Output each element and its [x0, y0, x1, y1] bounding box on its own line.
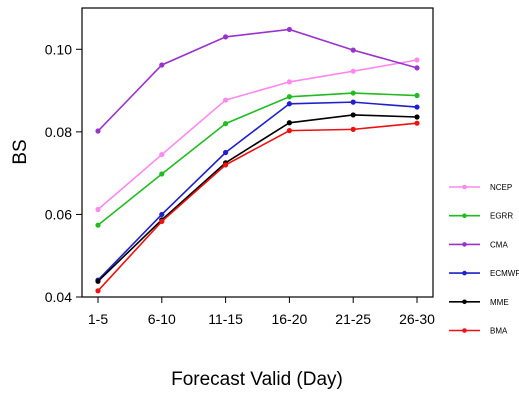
y-axis: 0.04 0.06 0.08 0.10	[45, 41, 82, 305]
series-line-bma	[97, 122, 418, 292]
data-point-cma	[286, 26, 292, 33]
series-line-egrr	[97, 92, 418, 226]
data-point-bma	[286, 128, 292, 134]
data-point-ecmwf	[286, 101, 292, 107]
legend-marker	[462, 242, 467, 247]
data-point-bma	[95, 288, 101, 294]
data-point-bma	[350, 126, 356, 132]
data-point-ecmwf	[350, 99, 356, 105]
x-tick-label: 1-5	[88, 311, 108, 327]
data-point-bma	[223, 162, 229, 168]
series-ncep	[95, 57, 420, 213]
data-point-ncep	[223, 97, 229, 103]
data-point-egrr	[350, 90, 356, 96]
legend-marker	[462, 270, 467, 276]
x-tick-label: 11-15	[208, 311, 243, 327]
series-line-cma	[97, 28, 418, 132]
data-point-egrr	[414, 92, 420, 99]
series-bma	[95, 120, 420, 294]
data-point-ncep	[95, 206, 101, 213]
data-point-ncep	[350, 68, 356, 74]
data-point-ecmwf	[414, 104, 420, 110]
data-point-ecmwf	[223, 149, 229, 156]
data-point-mme	[286, 120, 292, 126]
data-point-ecmwf	[159, 211, 165, 218]
data-point-cma	[95, 128, 101, 134]
legend-label: MME	[490, 298, 509, 307]
data-point-egrr	[95, 222, 101, 228]
x-tick-label: 26-30	[399, 311, 435, 327]
y-tick-label: 0.04	[45, 289, 72, 305]
data-point-ncep	[286, 79, 292, 85]
data-point-cma	[414, 65, 420, 71]
data-point-egrr	[159, 171, 165, 177]
series-layer	[95, 26, 420, 294]
data-point-egrr	[223, 121, 229, 127]
legend-marker	[462, 299, 467, 305]
legend-marker	[462, 184, 467, 190]
y-tick-label: 0.10	[45, 41, 72, 57]
y-tick-label: 0.06	[45, 206, 72, 222]
series-cma	[95, 26, 420, 134]
legend-label: CMA	[490, 240, 508, 249]
plot-frame	[81, 7, 434, 298]
legend-item-egrr: EGRR	[449, 212, 513, 221]
data-point-ncep	[159, 151, 165, 158]
series-line-ecmwf	[97, 101, 418, 281]
legend-item-cma: CMA	[449, 240, 508, 249]
x-axis: 1-5 6-10 11-15 16-20 21-25 26-30	[88, 297, 435, 327]
series-line-mme	[97, 114, 418, 282]
legend-item-ecmwf: ECMWF	[449, 269, 519, 278]
data-point-ncep	[414, 57, 420, 63]
data-point-cma	[159, 62, 165, 68]
series-egrr	[95, 90, 420, 228]
legend-label: NCEP	[490, 183, 512, 192]
legend: NCEP EGRR CMA ECMWF MME BMA	[449, 183, 519, 336]
data-point-mme	[414, 114, 420, 120]
data-point-cma	[350, 47, 356, 53]
y-axis-title: BS	[10, 139, 31, 164]
legend-label: BMA	[490, 327, 508, 336]
data-point-bma	[159, 218, 165, 225]
x-tick-label: 6-10	[148, 311, 176, 327]
x-tick-label: 16-20	[271, 311, 307, 327]
data-point-bma	[414, 120, 420, 126]
legend-label: ECMWF	[490, 269, 519, 278]
legend-item-ncep: NCEP	[449, 183, 512, 192]
data-point-mme	[95, 278, 101, 284]
data-point-egrr	[286, 94, 292, 100]
legend-item-mme: MME	[449, 298, 509, 307]
series-line-ncep	[97, 59, 418, 211]
legend-marker	[462, 328, 467, 333]
x-axis-title: Forecast Valid (Day)	[171, 369, 343, 390]
legend-item-bma: BMA	[449, 327, 508, 336]
legend-label: EGRR	[490, 212, 513, 221]
x-tick-label: 21-25	[335, 311, 371, 327]
data-point-cma	[223, 34, 229, 40]
data-point-mme	[350, 112, 356, 118]
y-tick-label: 0.08	[45, 124, 72, 140]
series-mme	[95, 112, 420, 284]
legend-marker	[462, 213, 467, 218]
